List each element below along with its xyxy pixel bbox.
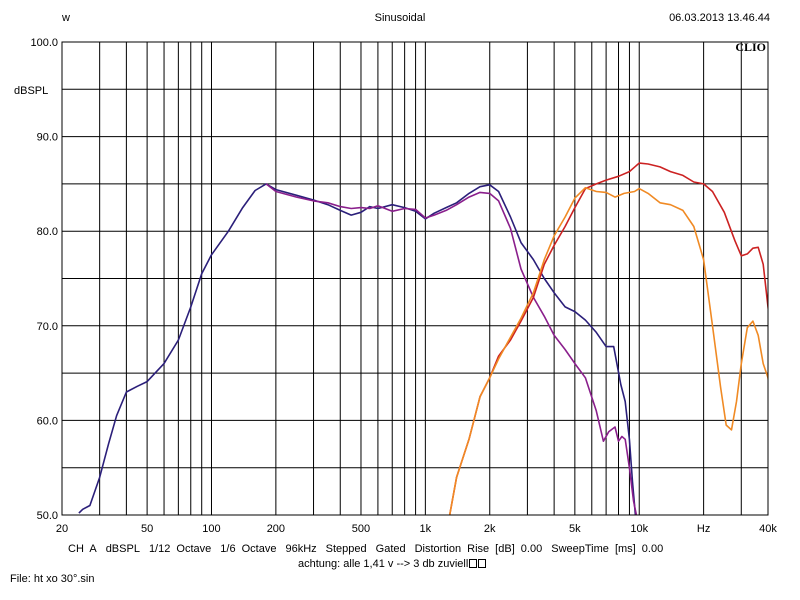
series-line-4: [448, 186, 768, 515]
header-left-label: w: [62, 12, 70, 24]
y-tick-label: 50.0: [37, 510, 58, 522]
glyph-box: [469, 559, 478, 568]
glyph-box: [478, 559, 487, 568]
grid-lines: [62, 42, 768, 515]
timestamp: 06.03.2013 13.46.44: [669, 12, 770, 24]
setting-item: 1/12 Octave: [148, 543, 212, 555]
x-tick-label: 200: [267, 523, 285, 535]
measurement-type-title: Sinusoidal: [374, 12, 426, 24]
y-tick-label: 60.0: [37, 415, 58, 427]
y-tick-label: 80.0: [37, 226, 58, 238]
x-tick-label: 1k: [420, 523, 432, 535]
y-tick-label: 100.0: [30, 37, 58, 49]
setting-item: 96kHz: [285, 543, 317, 555]
x-tick-label: 20: [56, 523, 68, 535]
series-line-3: [448, 162, 768, 515]
x-tick-label: 2k: [484, 523, 496, 535]
x-tick-label: 10k: [630, 523, 648, 535]
y-axis-label: dBSPL: [14, 85, 48, 97]
x-tick-label: 40k: [759, 523, 777, 535]
x-tick-label: Hz: [697, 523, 710, 535]
y-tick-label: 70.0: [37, 321, 58, 333]
series-line-1: [78, 183, 637, 515]
x-tick-label: 50: [141, 523, 153, 535]
setting-item: SweepTime [ms] 0.00: [551, 543, 664, 555]
x-axis-tick-labels: 20 50 100 200 500 1k 2k 5k 10k Hz 40k: [56, 523, 777, 535]
measurement-note: achtung: alle 1,41 v --> 3 db zuviell: [298, 558, 487, 570]
y-tick-label: 90.0: [37, 132, 58, 144]
x-tick-label: 500: [352, 523, 370, 535]
curves: [78, 162, 768, 515]
x-tick-label: 100: [202, 523, 220, 535]
setting-item: dBSPL: [105, 543, 140, 555]
setting-item: Stepped: [325, 543, 367, 555]
setting-item: CH A: [68, 543, 97, 555]
series-line-2: [265, 183, 638, 515]
clio-logo: CLIO: [735, 40, 766, 54]
y-axis-tick-labels: 50.0 60.0 70.0 80.0 90.0 100.0: [30, 37, 58, 522]
setting-item: Gated: [375, 543, 406, 555]
note-text: achtung: alle 1,41 v --> 3 db zuviell: [298, 558, 469, 570]
plot-frame: [61, 41, 769, 516]
setting-item: Distortion Rise [dB] 0.00: [414, 543, 543, 555]
measurement-settings: CH A dBSPL 1/12 Octave 1/6 Octave 96kHz Stepp…: [68, 543, 663, 555]
x-tick-label: 5k: [569, 523, 581, 535]
file-name: File: ht xo 30°.sin: [10, 573, 95, 585]
setting-item: 1/6 Octave: [220, 543, 277, 555]
